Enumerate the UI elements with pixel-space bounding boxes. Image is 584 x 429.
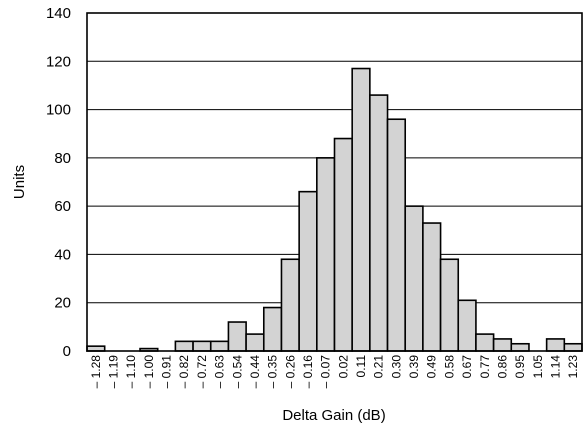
y-tick-labels: 0 20 40 60 80 100 120 140 bbox=[46, 5, 71, 360]
bar bbox=[404, 205, 424, 352]
bar bbox=[227, 321, 247, 352]
x-tick-label: 0.67 bbox=[460, 355, 474, 379]
x-tick-labels: – 1.28 – 1.19– 1.10 – 1.00 – 0.91– 0.82 – 0.… bbox=[89, 355, 580, 389]
x-tick-label: – 0.63 bbox=[213, 355, 227, 389]
bars bbox=[86, 67, 583, 352]
bar bbox=[262, 306, 283, 352]
y-tick-label: 20 bbox=[54, 295, 71, 312]
bar bbox=[545, 338, 566, 352]
x-tick-label: – 0.07 bbox=[319, 355, 333, 389]
x-tick-label: – 0.16 bbox=[301, 355, 315, 389]
x-tick-label: 0.21 bbox=[372, 355, 386, 379]
bar bbox=[422, 222, 442, 352]
bar bbox=[316, 157, 336, 352]
x-tick-label: 0.77 bbox=[478, 355, 492, 379]
x-tick-label: 0.02 bbox=[336, 355, 350, 379]
x-tick-label: 1.23 bbox=[566, 355, 580, 379]
x-tick-label: 0.95 bbox=[513, 355, 527, 379]
bar bbox=[475, 333, 495, 352]
x-tick-label: – 1.10 bbox=[124, 355, 138, 389]
y-tick-label: 60 bbox=[54, 198, 71, 215]
bar bbox=[439, 258, 460, 352]
bar bbox=[369, 94, 389, 352]
x-tick-label: – 1.19 bbox=[107, 355, 121, 389]
x-tick-label: – 0.54 bbox=[230, 355, 244, 389]
x-tick-label: – 0.44 bbox=[248, 355, 262, 389]
x-tick-label: – 1.00 bbox=[142, 355, 156, 389]
bar bbox=[457, 299, 477, 352]
plot-frame bbox=[86, 12, 583, 352]
y-tick-label: 140 bbox=[46, 5, 71, 22]
x-tick-label: 0.49 bbox=[425, 355, 439, 379]
y-axis-label: Units bbox=[11, 165, 28, 199]
x-tick-label: 0.39 bbox=[407, 355, 421, 379]
bar bbox=[492, 338, 513, 352]
x-tick-label: 1.14 bbox=[548, 355, 562, 379]
bar bbox=[333, 137, 353, 352]
y-tick-label: 40 bbox=[54, 246, 71, 263]
y-tick-label: 120 bbox=[46, 53, 71, 70]
x-tick-label: – 0.26 bbox=[283, 355, 297, 389]
bar bbox=[192, 340, 212, 352]
y-tick-label: 80 bbox=[54, 150, 71, 167]
x-tick-label: – 0.91 bbox=[160, 355, 174, 389]
x-tick-label: – 0.35 bbox=[266, 355, 280, 389]
y-tick-label: 100 bbox=[46, 102, 71, 119]
x-tick-label: 1.05 bbox=[531, 355, 545, 379]
x-tick-label: 0.30 bbox=[389, 355, 403, 379]
x-tick-label: – 1.28 bbox=[89, 355, 103, 389]
bar bbox=[386, 118, 407, 352]
x-tick-label: 0.86 bbox=[495, 355, 509, 379]
x-tick-label: 0.11 bbox=[354, 355, 368, 378]
bar bbox=[563, 342, 583, 352]
bar bbox=[510, 342, 530, 352]
x-tick-label: 0.58 bbox=[442, 355, 456, 379]
bar bbox=[174, 340, 194, 352]
bar bbox=[209, 340, 230, 352]
bar bbox=[351, 67, 371, 352]
bar bbox=[298, 190, 318, 352]
bar bbox=[245, 333, 265, 352]
x-tick-label: – 0.82 bbox=[177, 355, 191, 389]
bar bbox=[280, 258, 300, 352]
y-tick-label: 0 bbox=[63, 343, 71, 360]
x-axis-label: Delta Gain (dB) bbox=[282, 407, 385, 424]
x-tick-label: – 0.72 bbox=[195, 355, 209, 389]
